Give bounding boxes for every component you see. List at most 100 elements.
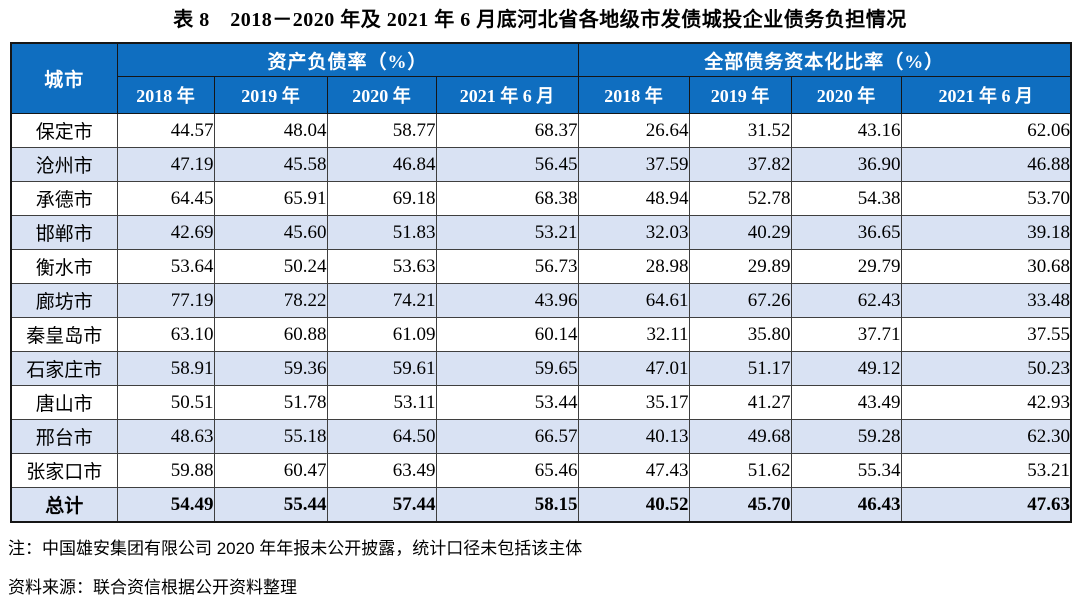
cell-value: 69.18 bbox=[326, 181, 437, 216]
cell-value: 57.44 bbox=[326, 487, 437, 523]
table-row: 邯郸市 42.69 45.60 51.83 53.21 32.03 40.29 36.65 39… bbox=[10, 215, 1072, 250]
cell-value: 32.11 bbox=[577, 317, 690, 352]
cell-value: 50.23 bbox=[900, 351, 1072, 386]
year-header-row: 2018 年 2019 年 2020 年 2021 年 6 月 2018 年 2… bbox=[11, 76, 1072, 114]
col-header-year-2018-right: 2018 年 bbox=[577, 76, 690, 114]
city-name: 衡水市 bbox=[10, 249, 118, 284]
cell-value: 33.48 bbox=[900, 283, 1072, 318]
col-header-2021-jun-left: 2021 年 6 月 bbox=[435, 76, 579, 114]
table-row: 石家庄市 58.91 59.36 59.61 59.65 47.01 51.17 49.12 5… bbox=[10, 351, 1072, 386]
cell-value: 66.57 bbox=[435, 419, 579, 454]
cell-value: 49.68 bbox=[688, 419, 792, 454]
cell-value: 43.96 bbox=[435, 283, 579, 318]
cell-value: 60.88 bbox=[213, 317, 328, 352]
cell-value: 59.36 bbox=[213, 351, 328, 386]
cell-value: 53.21 bbox=[435, 215, 579, 250]
cell-value: 41.27 bbox=[688, 385, 792, 420]
city-name: 承德市 bbox=[10, 181, 118, 216]
cell-value: 60.47 bbox=[213, 453, 328, 488]
cell-value: 45.58 bbox=[213, 147, 328, 182]
cell-value: 29.79 bbox=[790, 249, 902, 284]
group-header-total-debt-capitalization-ratio: 全部债务资本化比率（%） bbox=[577, 42, 1072, 77]
cell-value: 65.46 bbox=[435, 453, 579, 488]
cell-value: 36.65 bbox=[790, 215, 902, 250]
cell-value: 48.94 bbox=[577, 181, 690, 216]
city-name: 邯郸市 bbox=[10, 215, 118, 250]
table-row: 秦皇岛市 63.10 60.88 61.09 60.14 32.11 35.80 37.71 3… bbox=[10, 317, 1072, 352]
cell-value: 58.15 bbox=[435, 487, 579, 523]
cell-value: 68.37 bbox=[435, 113, 579, 148]
cell-value: 43.16 bbox=[790, 113, 902, 148]
cell-value: 37.55 bbox=[900, 317, 1072, 352]
cell-value: 52.78 bbox=[688, 181, 792, 216]
cell-value: 37.82 bbox=[688, 147, 792, 182]
city-name: 总计 bbox=[10, 487, 118, 523]
table-row: 保定市 44.57 48.04 58.77 68.37 26.64 31.52 43.16 62… bbox=[10, 113, 1072, 148]
city-name: 唐山市 bbox=[10, 385, 118, 420]
cell-value: 32.03 bbox=[577, 215, 690, 250]
cell-value: 35.80 bbox=[688, 317, 792, 352]
cell-value: 78.22 bbox=[213, 283, 328, 318]
table-row: 唐山市 50.51 51.78 53.11 53.44 35.17 41.27 43.49 42… bbox=[10, 385, 1072, 420]
cell-value: 65.91 bbox=[213, 181, 328, 216]
table-row: 张家口市 59.88 60.47 63.49 65.46 47.43 51.62 55.34 5… bbox=[10, 453, 1072, 488]
group-header-row: 城市 资产负债率（%） 全部债务资本化比率（%） bbox=[10, 42, 1072, 114]
cell-value: 54.38 bbox=[790, 181, 902, 216]
cell-value: 59.65 bbox=[435, 351, 579, 386]
city-name: 保定市 bbox=[10, 113, 118, 148]
cell-value: 31.52 bbox=[688, 113, 792, 148]
cell-value: 63.10 bbox=[116, 317, 215, 352]
cell-value: 77.19 bbox=[116, 283, 215, 318]
table-title: 表 8 2018－2020 年及 2021 年 6 月底河北省各地级市发债城投企… bbox=[173, 9, 907, 31]
cell-value: 64.50 bbox=[326, 419, 437, 454]
table-row: 沧州市 47.19 45.58 46.84 56.45 37.59 37.82 36.90 46… bbox=[10, 147, 1072, 182]
cell-value: 35.17 bbox=[577, 385, 690, 420]
city-name: 沧州市 bbox=[10, 147, 118, 182]
cell-value: 37.71 bbox=[790, 317, 902, 352]
cell-value: 47.43 bbox=[577, 453, 690, 488]
cell-value: 55.34 bbox=[790, 453, 902, 488]
cell-value: 58.77 bbox=[326, 113, 437, 148]
cell-value: 47.01 bbox=[577, 351, 690, 386]
cell-value: 54.49 bbox=[116, 487, 215, 523]
cell-value: 37.59 bbox=[577, 147, 690, 182]
cell-value: 30.68 bbox=[900, 249, 1072, 284]
cell-value: 45.70 bbox=[688, 487, 792, 523]
cell-value: 64.45 bbox=[116, 181, 215, 216]
cell-value: 58.91 bbox=[116, 351, 215, 386]
cell-value: 74.21 bbox=[326, 283, 437, 318]
cell-value: 56.73 bbox=[435, 249, 579, 284]
cell-value: 45.60 bbox=[213, 215, 328, 250]
col-header-year-2020-right: 2020 年 bbox=[790, 76, 902, 114]
cell-value: 53.44 bbox=[435, 385, 579, 420]
cell-value: 53.64 bbox=[116, 249, 215, 284]
cell-value: 36.90 bbox=[790, 147, 902, 182]
cell-value: 63.49 bbox=[326, 453, 437, 488]
cell-value: 43.49 bbox=[790, 385, 902, 420]
cell-value: 59.61 bbox=[326, 351, 437, 386]
cell-value: 29.89 bbox=[688, 249, 792, 284]
group-header-asset-liability-ratio: 资产负债率（%） bbox=[116, 42, 579, 77]
cell-value: 49.12 bbox=[790, 351, 902, 386]
cell-value: 51.17 bbox=[688, 351, 792, 386]
footnote: 注：中国雄安集团有限公司 2020 年年报未公开披露，统计口径未包括该主体 bbox=[8, 539, 583, 558]
cell-value: 48.63 bbox=[116, 419, 215, 454]
cell-value: 40.13 bbox=[577, 419, 690, 454]
table-row: 总计 54.49 55.44 57.44 58.15 40.52 45.70 46.43 47.… bbox=[10, 487, 1072, 523]
cell-value: 51.83 bbox=[326, 215, 437, 250]
city-name: 邢台市 bbox=[10, 419, 118, 454]
cell-value: 67.26 bbox=[688, 283, 792, 318]
cell-value: 42.69 bbox=[116, 215, 215, 250]
cell-value: 62.06 bbox=[900, 113, 1072, 148]
cell-value: 50.51 bbox=[116, 385, 215, 420]
table-header: 城市 资产负债率（%） 全部债务资本化比率（%） 2018 年 2019 年 2… bbox=[10, 42, 1072, 114]
cell-value: 51.62 bbox=[688, 453, 792, 488]
cell-value: 59.28 bbox=[790, 419, 902, 454]
cell-value: 55.18 bbox=[213, 419, 328, 454]
cell-value: 47.19 bbox=[116, 147, 215, 182]
cell-value: 59.88 bbox=[116, 453, 215, 488]
cell-value: 53.21 bbox=[900, 453, 1072, 488]
cell-value: 42.93 bbox=[900, 385, 1072, 420]
cell-value: 64.61 bbox=[577, 283, 690, 318]
cell-value: 61.09 bbox=[326, 317, 437, 352]
